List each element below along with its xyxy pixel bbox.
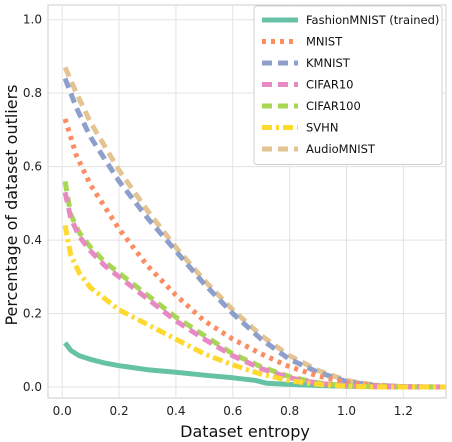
series-line-cifar10 <box>62 191 446 390</box>
legend-label: AudioMNIST <box>306 142 376 156</box>
x-tick-label: 0.2 <box>110 404 129 418</box>
x-tick-label: 0.8 <box>280 404 299 418</box>
x-tick-label: 1.2 <box>394 404 413 418</box>
tick-labels: 0.0 0.2 0.4 0.6 0.8 1.0 1.2 0.0 0.2 0.4 0.6 0.8 1.0 <box>23 13 413 418</box>
y-tick-label: 0.2 <box>23 307 42 321</box>
legend-box <box>253 5 443 165</box>
legend-label: CIFAR10 <box>306 78 353 92</box>
y-tick-label: 0.6 <box>23 160 42 174</box>
y-tick-label: 1.0 <box>23 13 42 27</box>
y-tick-label: 0.0 <box>23 380 42 394</box>
legend-label: SVHN <box>306 121 338 135</box>
x-axis-label: Dataset entropy <box>180 422 310 441</box>
series-line-kmnist <box>62 77 447 390</box>
y-axis-label: Percentage of dataset outliers <box>2 84 21 325</box>
series-layer <box>62 66 447 390</box>
legend-label: KMNIST <box>306 56 351 70</box>
x-tick-label: 1.0 <box>337 404 356 418</box>
x-tick-label: 0.0 <box>53 404 72 418</box>
legend-label: FashionMNIST (trained) <box>306 13 439 27</box>
x-tick-label: 0.4 <box>166 404 185 418</box>
y-tick-label: 0.8 <box>23 86 42 100</box>
y-tick-label: 0.4 <box>23 233 42 247</box>
legend-label: MNIST <box>306 35 343 49</box>
x-tick-label: 0.6 <box>223 404 242 418</box>
legend: FashionMNIST (trained) MNIST KMNIST CIFAR10… <box>253 5 443 165</box>
legend-label: CIFAR100 <box>306 99 361 113</box>
